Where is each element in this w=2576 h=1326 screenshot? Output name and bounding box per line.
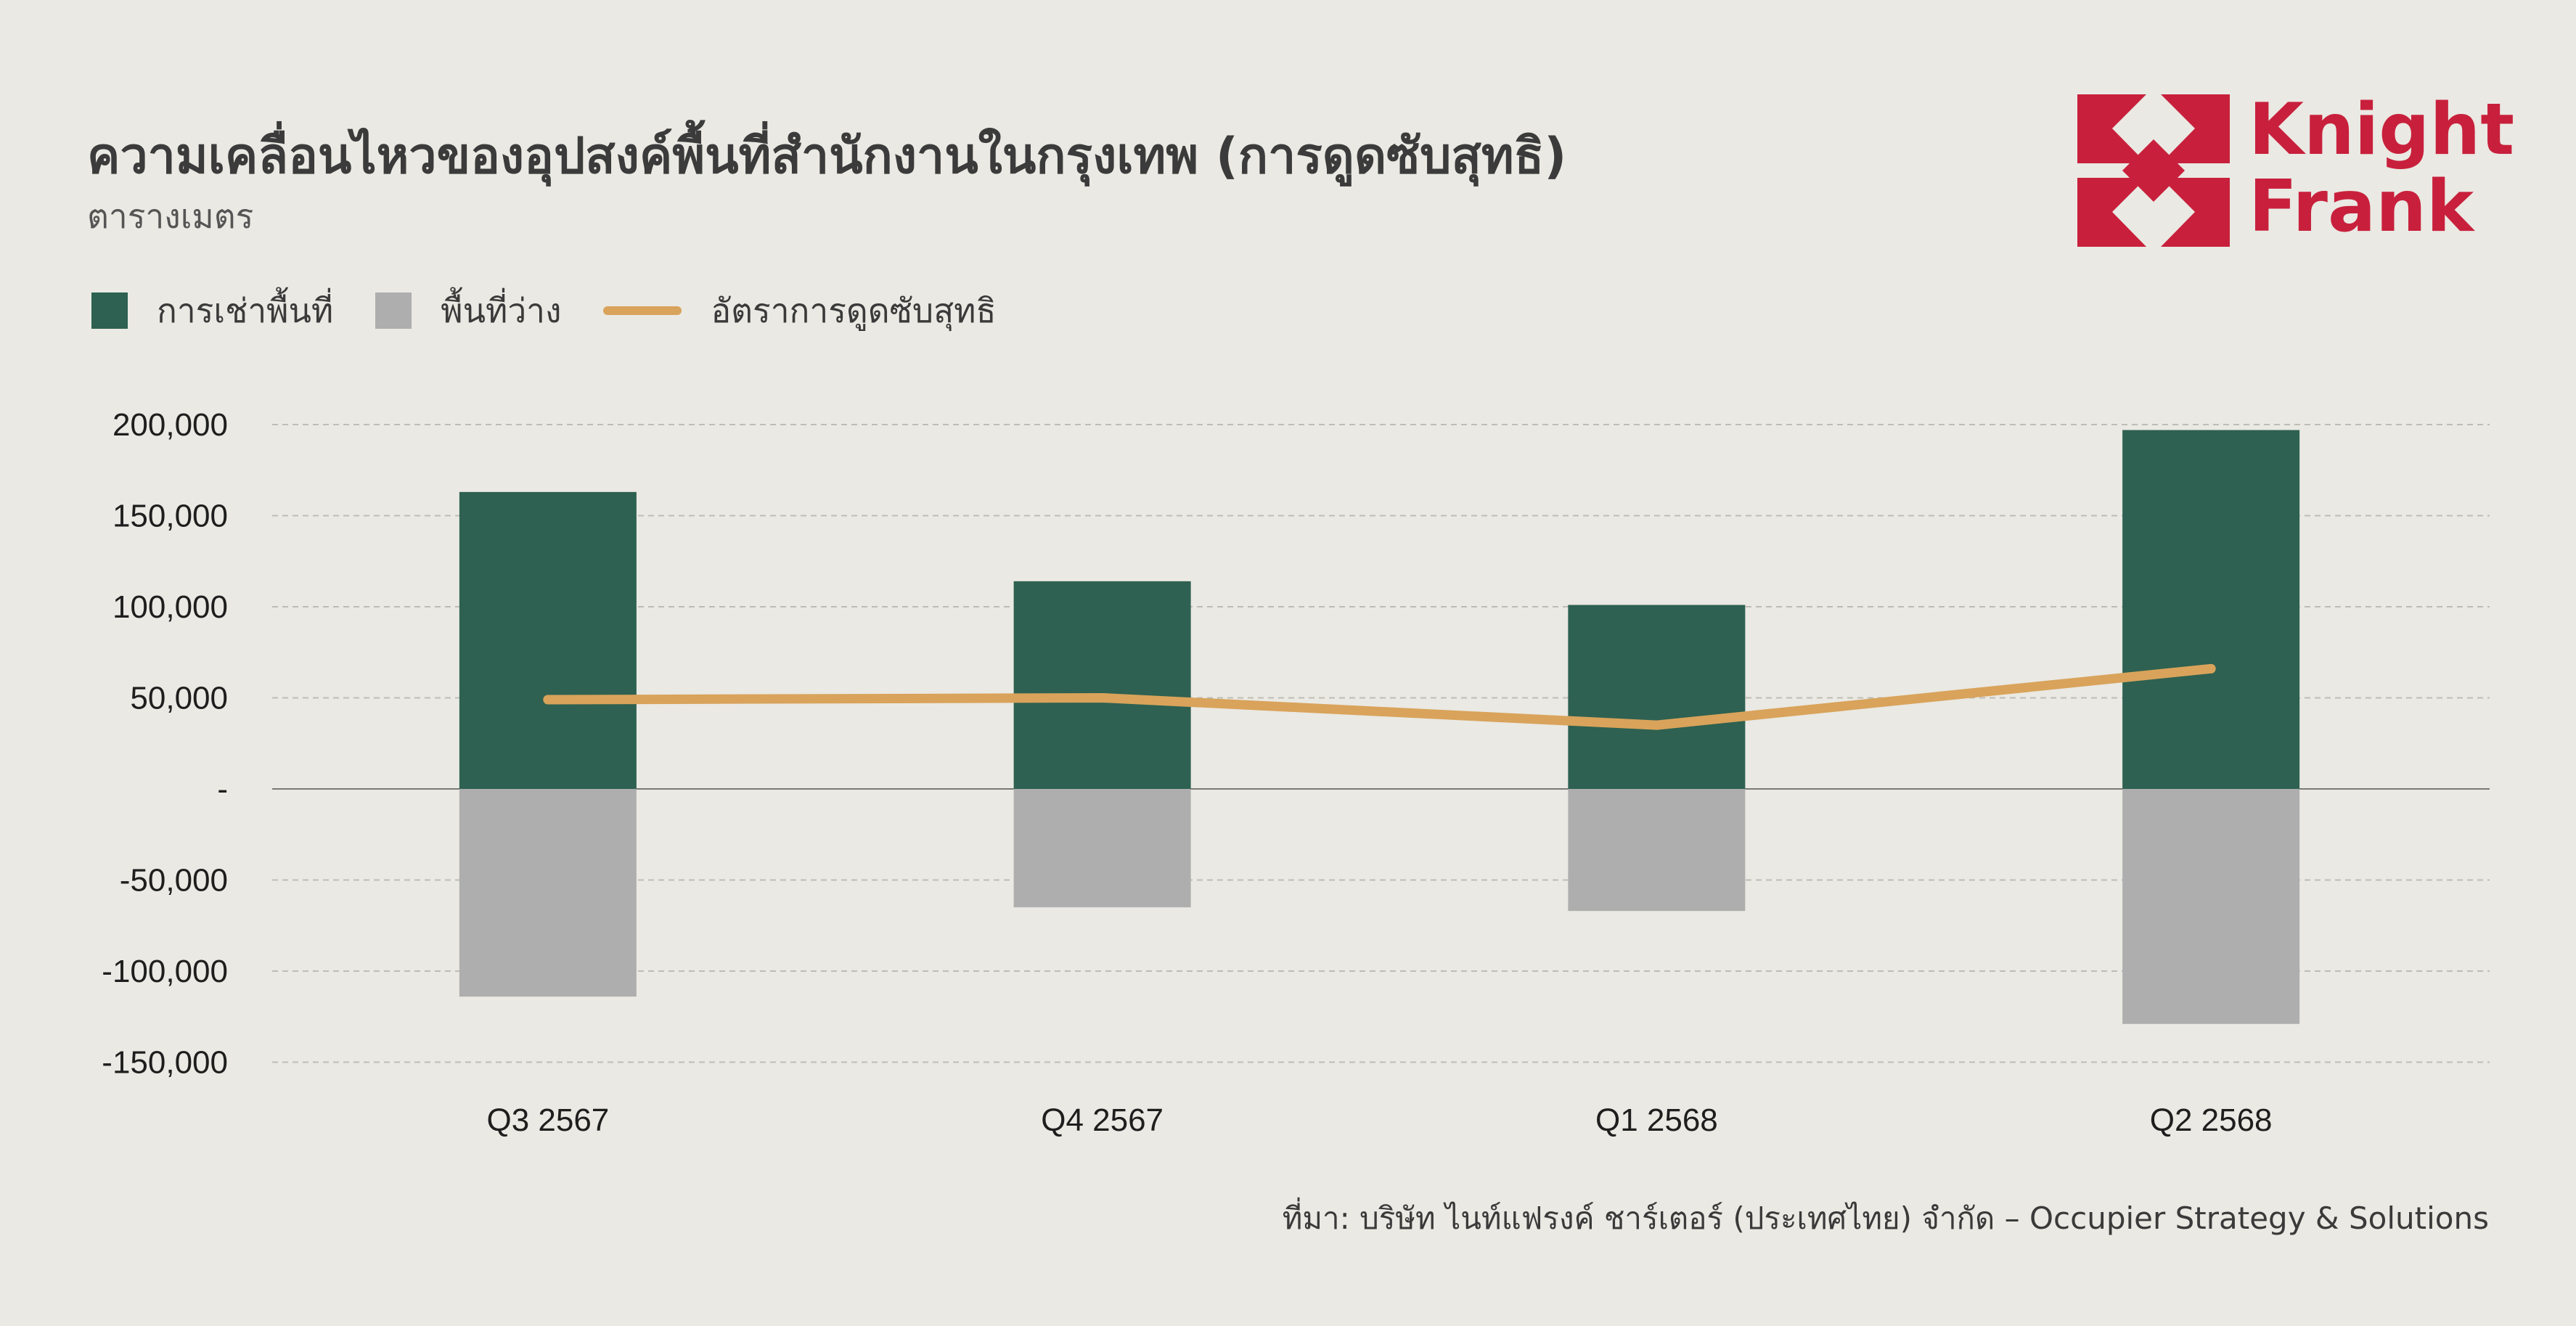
point-net-absorption bbox=[543, 695, 553, 705]
legend-item-vacant: พื้นที่ว่าง bbox=[375, 285, 561, 337]
logo-square-bl bbox=[2077, 178, 2146, 247]
logo-square-tl bbox=[2077, 94, 2146, 163]
bar-vacant bbox=[2122, 789, 2300, 1024]
line-net-absorption bbox=[543, 663, 2216, 730]
legend-label-net-absorption: อัตราการดูดซับสุทธิ bbox=[711, 290, 997, 330]
point-net-absorption bbox=[1651, 720, 1661, 730]
chart-title: ความเคลื่อนไหวของอุปสงค์พื้นที่สำนักงานใ… bbox=[87, 128, 1567, 185]
legend: การเช่าพื้นที่ พื้นที่ว่าง อัตราการดูดซั… bbox=[91, 289, 1039, 332]
bar-leasing bbox=[1013, 581, 1191, 789]
logo-diamond-center bbox=[2122, 139, 2185, 202]
y-tick-label: 100,000 bbox=[113, 589, 228, 625]
point-net-absorption bbox=[1097, 693, 1108, 703]
bar-leasing bbox=[1568, 605, 1746, 789]
x-tick-label: Q2 2568 bbox=[2150, 1102, 2273, 1138]
legend-label-vacant: พื้นที่ว่าง bbox=[441, 290, 562, 330]
knight-frank-logo-mark-icon bbox=[2077, 94, 2230, 247]
x-tick-label: Q3 2567 bbox=[486, 1102, 609, 1138]
knight-frank-logo: Knight Frank bbox=[2077, 94, 2514, 248]
y-tick-label: 200,000 bbox=[113, 407, 228, 443]
bar-vacant bbox=[1568, 789, 1746, 912]
logo-square-br bbox=[2161, 178, 2230, 247]
y-tick-label: 50,000 bbox=[130, 681, 228, 716]
point-net-absorption bbox=[2206, 663, 2216, 674]
bar-leasing bbox=[2122, 430, 2300, 789]
legend-swatch-net-absorption bbox=[603, 306, 682, 315]
x-tick-label: Q4 2567 bbox=[1041, 1102, 1164, 1138]
chart-subtitle: ตารางเมตร bbox=[87, 197, 254, 236]
bar-vacant bbox=[1013, 789, 1191, 908]
y-tick-label: -50,000 bbox=[120, 863, 228, 899]
legend-swatch-leasing bbox=[91, 292, 128, 329]
legend-swatch-vacant bbox=[375, 292, 412, 329]
logo-word-frank: Frank bbox=[2249, 165, 2474, 248]
legend-label-leasing: การเช่าพื้นที่ bbox=[157, 290, 334, 330]
bar-vacant bbox=[459, 789, 637, 997]
logo-word-knight: Knight bbox=[2249, 89, 2515, 171]
legend-item-net-absorption: อัตราการดูดซับสุทธิ bbox=[603, 285, 997, 337]
x-tick-label: Q1 2568 bbox=[1595, 1102, 1718, 1138]
bar-leasing bbox=[459, 491, 637, 789]
legend-item-leasing: การเช่าพื้นที่ bbox=[91, 285, 333, 337]
y-tick-label: 150,000 bbox=[113, 499, 228, 534]
logo-square-tr bbox=[2161, 94, 2230, 163]
y-tick-label: - bbox=[217, 772, 228, 807]
y-tick-label: -150,000 bbox=[102, 1045, 228, 1081]
source-note: ที่มา: บริษัท ไนท์แฟรงค์ ชาร์เตอร์ (ประเ… bbox=[1282, 1200, 2489, 1236]
y-tick-label: -100,000 bbox=[102, 954, 228, 989]
